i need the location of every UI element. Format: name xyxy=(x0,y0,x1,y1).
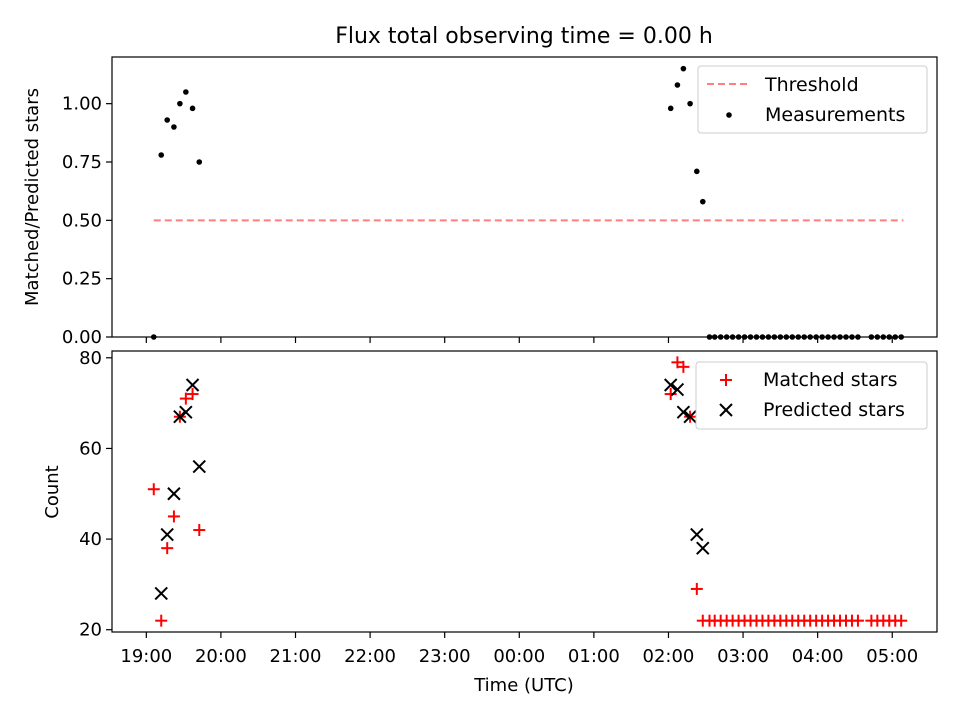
x-tick-label: 05:00 xyxy=(866,646,918,667)
top-y-tick-label: 0.00 xyxy=(62,327,102,348)
x-tick-label: 03:00 xyxy=(717,646,769,667)
legend-measurements-swatch xyxy=(726,112,732,118)
chart-title: Flux total observing time = 0.00 h xyxy=(335,24,713,49)
top-plot-frame xyxy=(111,56,938,338)
legend-measurements-label: Measurements xyxy=(765,104,905,126)
x-tick-label: 00:00 xyxy=(493,646,545,667)
legend-matched-label: Matched stars xyxy=(763,369,897,391)
top-y-tick-label: 0.50 xyxy=(62,210,102,231)
predicted-star-point xyxy=(192,459,206,474)
x-tick-label: 02:00 xyxy=(643,646,695,667)
matched-star-point xyxy=(161,542,174,555)
predicted-star-point xyxy=(173,410,187,424)
measurement-point xyxy=(196,159,203,165)
matched-star-point xyxy=(155,614,168,627)
measurement-point xyxy=(699,198,706,205)
legend-threshold-label: Threshold xyxy=(764,74,859,96)
predicted-star-point xyxy=(670,382,685,397)
top-legend-frame xyxy=(697,65,928,134)
matched-star-point xyxy=(179,392,192,405)
top-y-axis-label: Matched/Predicted stars xyxy=(22,88,43,306)
x-tick-label: 23:00 xyxy=(419,646,471,667)
matched-star-point xyxy=(186,388,199,401)
predicted-star-point xyxy=(185,378,200,392)
bottom-y-tick-label: 60 xyxy=(79,438,102,459)
matched-star-point xyxy=(193,524,206,537)
top-legend: Threshold Measurements xyxy=(697,65,928,134)
measurement-point xyxy=(189,105,196,112)
matched-star-point xyxy=(690,582,703,595)
bottom-plot-marks xyxy=(147,356,908,627)
measurement-point xyxy=(171,124,177,130)
bottom-y-tick-label: 80 xyxy=(79,348,102,369)
matched-star-point xyxy=(895,614,908,627)
bottom-legend-frame xyxy=(695,361,928,430)
x-axis-label: Time (UTC) xyxy=(473,675,574,696)
top-panel: Threshold Measurements 0.00 0.25 0.50 0.75 1… xyxy=(62,56,938,348)
predicted-star-point xyxy=(167,487,181,501)
measurement-point xyxy=(687,100,693,107)
legend-predicted-label: Predicted stars xyxy=(763,399,905,421)
predicted-star-point xyxy=(179,405,193,419)
measurement-point xyxy=(183,89,189,95)
measurement-point xyxy=(667,105,674,112)
legend-predicted-swatch xyxy=(719,403,733,417)
measurement-point xyxy=(680,65,687,72)
predicted-star-point xyxy=(683,410,697,424)
bottom-legend: Matched stars Predicted stars xyxy=(695,361,928,430)
bottom-plot-frame xyxy=(111,350,938,633)
x-tick-label: 04:00 xyxy=(792,646,844,667)
bottom-y-axis-label: Count xyxy=(42,465,63,518)
predicted-star-point xyxy=(676,405,691,419)
measurement-point xyxy=(674,82,681,88)
predicted-star-point xyxy=(696,541,710,555)
top-y-tick-label: 0.25 xyxy=(62,269,102,290)
measurement-point xyxy=(694,168,700,175)
measurement-point xyxy=(164,117,170,123)
predicted-star-point xyxy=(690,527,704,542)
measurement-point xyxy=(177,100,183,107)
top-y-tick-label: 0.75 xyxy=(62,152,102,173)
x-tick-label: 01:00 xyxy=(568,646,620,667)
bottom-y-tick-label: 40 xyxy=(79,529,102,550)
measurement-point xyxy=(158,152,165,158)
x-tick-label: 21:00 xyxy=(270,646,322,667)
matched-star-point xyxy=(664,388,677,401)
matched-star-point xyxy=(851,614,864,627)
matched-star-point xyxy=(677,360,690,373)
predicted-star-point xyxy=(154,586,168,601)
bottom-panel: Matched stars Predicted stars 20 40 60 80 19… xyxy=(79,348,938,667)
bottom-y-tick-label: 20 xyxy=(79,620,102,641)
legend-matched-swatch xyxy=(720,374,732,386)
predicted-star-point xyxy=(663,378,678,392)
x-tick-label: 19:00 xyxy=(120,646,172,667)
top-y-tick-label: 1.00 xyxy=(62,94,102,115)
x-tick-label: 22:00 xyxy=(344,646,396,667)
matched-star-point xyxy=(147,483,160,496)
matched-star-point xyxy=(167,510,180,523)
predicted-star-point xyxy=(160,527,174,542)
x-tick-label: 20:00 xyxy=(195,646,247,667)
